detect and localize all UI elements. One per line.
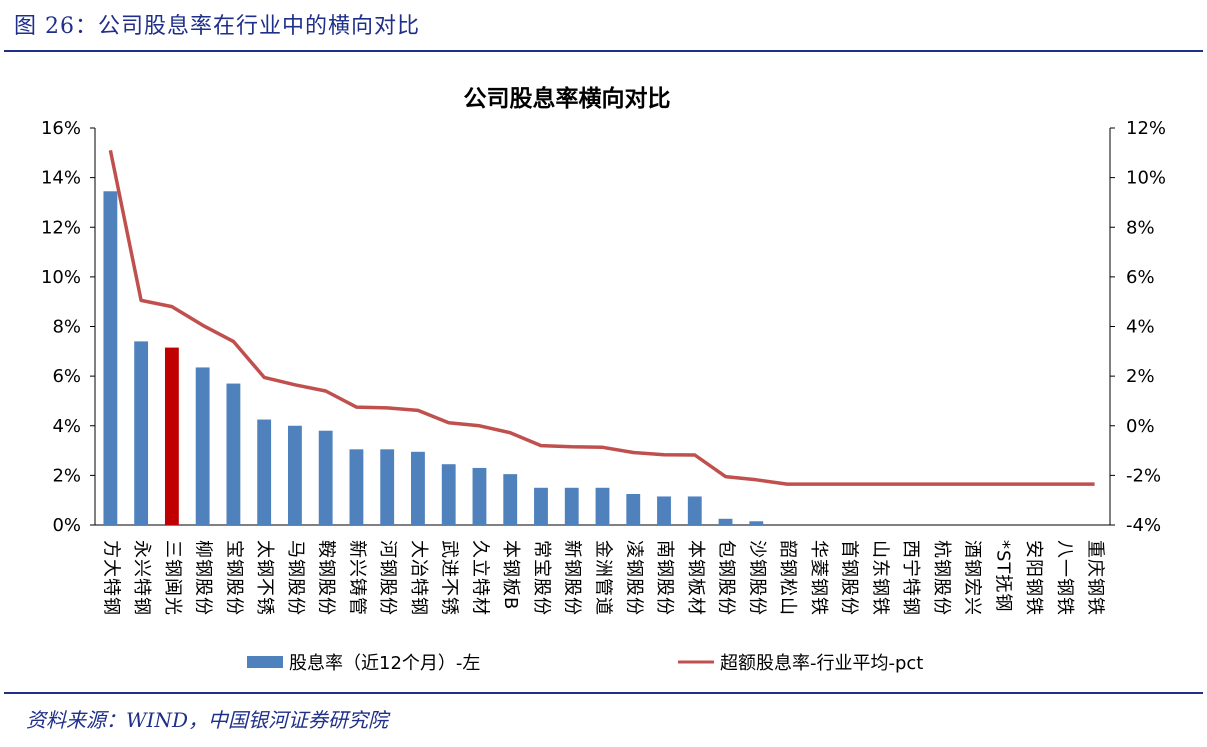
- bar: [226, 383, 241, 525]
- right-tick-label: 8%: [1126, 217, 1155, 238]
- bar: [657, 496, 671, 525]
- x-tick-label: 永兴特钢: [131, 540, 152, 616]
- x-tick-label: 南钢股份: [654, 540, 675, 616]
- legend-label-line: 超额股息率-行业平均-pct: [720, 653, 923, 674]
- right-tick-label: 2%: [1126, 366, 1155, 387]
- x-tick-label: 常宝股份: [531, 540, 552, 616]
- axes: 0% 2% 4% 6% 8% 10% 12% 14% 16% -4% -2% 0% 2% 4% 6% 8% 10…: [41, 118, 1166, 536]
- right-tick-label: 6%: [1126, 267, 1155, 288]
- bar: [411, 451, 425, 525]
- x-tick-label: 包钢股份: [716, 540, 737, 616]
- left-tick-label: 8%: [52, 317, 81, 338]
- left-tick-label: 12%: [41, 217, 81, 238]
- x-tick-label: 鞍钢股份: [316, 540, 337, 616]
- x-tick-label: 西宁特钢: [900, 540, 921, 616]
- bar: [195, 367, 210, 525]
- x-tick-label: 太钢不锈: [254, 540, 275, 616]
- right-tick-label: 10%: [1126, 168, 1166, 189]
- bar: [595, 487, 610, 525]
- bar: [134, 341, 149, 525]
- x-tick-label: 三钢闽光: [162, 540, 183, 616]
- bar: [626, 493, 641, 525]
- x-tick-label: 首钢股份: [839, 540, 860, 616]
- left-tick-label: 4%: [52, 416, 81, 437]
- right-tick-label: 4%: [1126, 317, 1155, 338]
- source-note: 资料来源：WIND，中国银河证券研究院: [26, 708, 388, 732]
- x-tick-label: 方大特钢: [100, 540, 121, 616]
- left-tick-label: 16%: [41, 118, 81, 139]
- x-tick-label: 杭钢股份: [931, 540, 952, 616]
- x-tick-label: 大冶特钢: [408, 540, 429, 616]
- right-tick-label: 0%: [1126, 416, 1155, 437]
- bar: [318, 430, 333, 525]
- x-tick-label: 柳钢股份: [193, 540, 214, 616]
- excess-yield-line: [108, 149, 1095, 486]
- legend-label-bar: 股息率（近12个月）-左: [289, 653, 480, 674]
- bar: [503, 474, 518, 525]
- right-tick-label: 12%: [1126, 118, 1166, 139]
- x-tick-label: 久立特材: [469, 540, 490, 616]
- bar: [749, 521, 764, 525]
- x-tick-label: 凌钢股份: [623, 540, 644, 616]
- x-tick-label: 山东钢铁: [869, 540, 890, 616]
- bar: [257, 419, 272, 525]
- right-tick-label: -2%: [1126, 465, 1161, 486]
- bar: [687, 496, 702, 525]
- x-tick-label: 武进不锈: [439, 540, 460, 616]
- x-tick-label: 安阳钢铁: [1023, 540, 1044, 616]
- bar: [164, 347, 179, 525]
- x-tick-label: 本钢板材: [685, 540, 706, 616]
- x-tick-label: 八一钢铁: [1054, 540, 1075, 616]
- bar: [380, 449, 395, 525]
- legend: 股息率（近12个月）-左 超额股息率-行业平均-pct: [247, 653, 923, 674]
- figure-title: 图 26：公司股息率在行业中的横向对比: [14, 14, 420, 39]
- bar: [349, 449, 364, 525]
- x-tick-label: 马钢股份: [285, 540, 306, 616]
- bar: [564, 487, 579, 525]
- left-tick-label: 6%: [52, 366, 81, 387]
- dividend-yield-chart: 公司股息率横向对比 0%2%4%6%8%10%12%14%16%-4%-2%0%…: [41, 85, 1166, 674]
- x-tick-label: 新兴铸管: [346, 540, 367, 616]
- x-tick-label: 韶钢松山: [777, 540, 798, 616]
- x-tick-label: *ST抚钢: [992, 540, 1013, 612]
- x-axis-labels: 方大特钢 永兴特钢 三钢闽光 柳钢股份 宝钢股份 太钢不锈 马钢股份 鞍钢股份 新兴铸管 河钢股份…: [100, 540, 1105, 616]
- line-series: [108, 149, 1095, 486]
- x-tick-label: 本钢板B: [500, 540, 521, 610]
- x-tick-label: 河钢股份: [377, 540, 398, 616]
- bar: [472, 467, 487, 525]
- left-tick-label: 0%: [52, 515, 81, 536]
- bar: [441, 464, 456, 525]
- bar: [103, 191, 118, 525]
- bottom-divider: [4, 692, 1203, 694]
- x-tick-label: 宝钢股份: [223, 540, 244, 616]
- left-tick-label: 2%: [52, 465, 81, 486]
- x-tick-label: 金洲管道: [593, 540, 614, 616]
- x-tick-label: 沙钢股份: [746, 540, 767, 616]
- left-tick-label: 10%: [41, 267, 81, 288]
- bar-series: [103, 191, 764, 525]
- x-tick-label: 新钢股份: [562, 540, 583, 616]
- x-tick-label: 华菱钢铁: [808, 540, 829, 616]
- legend-swatch-bar: [247, 656, 283, 668]
- right-tick-label: -4%: [1126, 515, 1161, 536]
- bar: [534, 487, 548, 525]
- x-tick-label: 重庆钢铁: [1085, 540, 1106, 616]
- chart-title: 公司股息率横向对比: [464, 85, 671, 112]
- x-tick-label: 酒钢宏兴: [962, 540, 983, 616]
- bar: [288, 425, 302, 525]
- top-divider: [4, 50, 1203, 52]
- left-tick-label: 14%: [41, 168, 81, 189]
- bar: [718, 518, 733, 525]
